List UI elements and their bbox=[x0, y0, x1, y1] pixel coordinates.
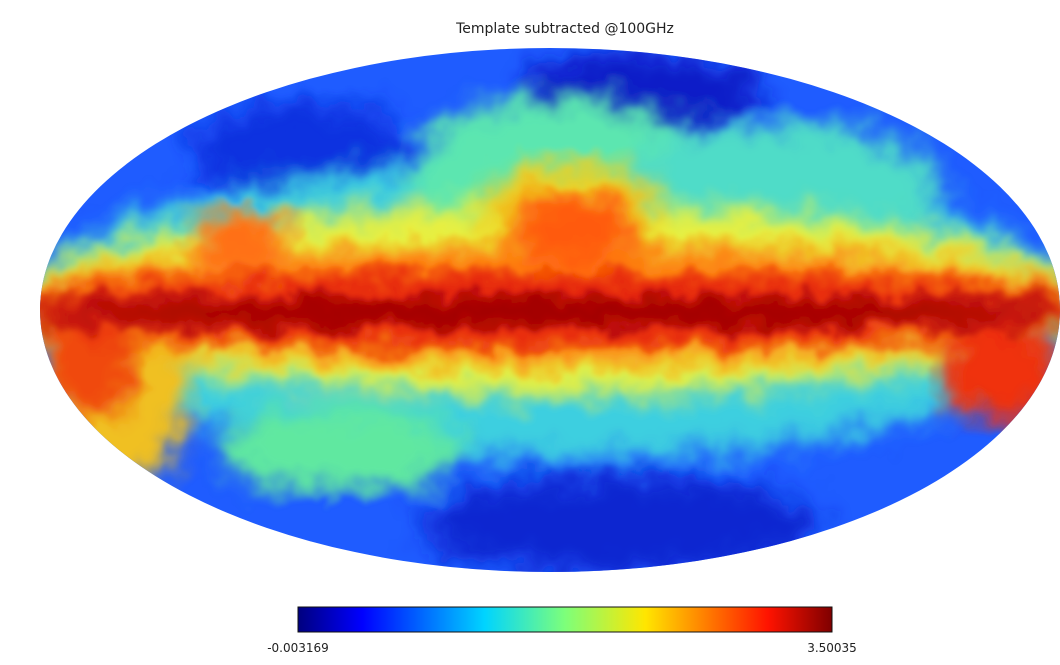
map-title: Template subtracted @100GHz bbox=[455, 21, 674, 37]
colorbar bbox=[298, 607, 832, 632]
sky-map bbox=[20, 40, 1060, 580]
sky-map-figure: Template subtracted @100GHz -0.003169 3.… bbox=[0, 0, 1060, 665]
colorbar-min-label: -0.003169 bbox=[267, 641, 329, 655]
page: Template subtracted @100GHz -0.003169 3.… bbox=[0, 0, 1060, 665]
colorbar-max-label: 3.50035 bbox=[807, 641, 857, 655]
